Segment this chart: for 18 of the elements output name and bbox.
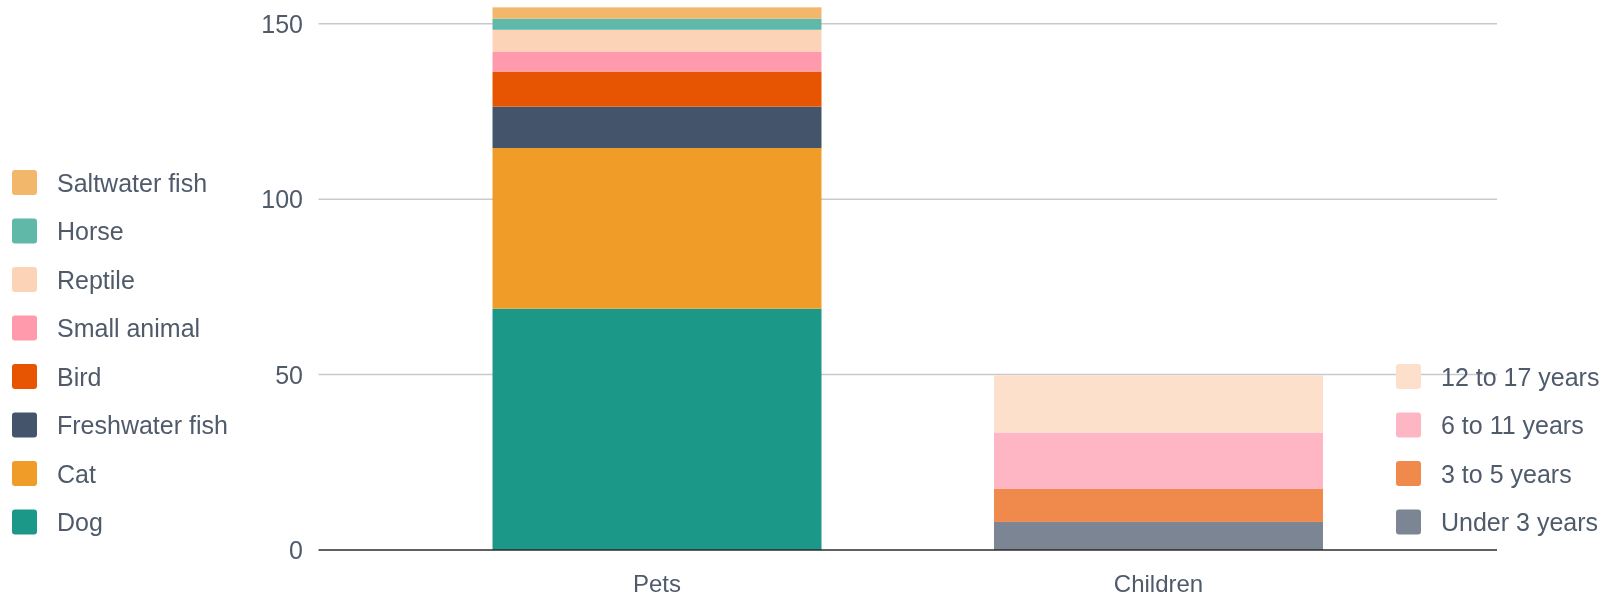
legend-label: Saltwater fish <box>57 168 208 197</box>
x-tick-label: Children <box>1113 569 1204 595</box>
x-tick-label: Pets <box>632 569 682 595</box>
legend-label: 6 to 11 years <box>1441 411 1584 439</box>
legend-label: 3 to 5 years <box>1441 459 1572 488</box>
legend-label: Bird <box>57 362 102 391</box>
legend-label: Dog <box>57 508 103 536</box>
legend-label: Freshwater fish <box>57 411 228 439</box>
legend-label: Reptile <box>57 265 135 294</box>
y-tick-label: 150 <box>261 9 303 38</box>
legend-label: Cat <box>57 459 96 488</box>
legend-label: 12 to 17 years <box>1441 362 1600 391</box>
y-tick-label: 50 <box>275 360 303 389</box>
legend-label: Under 3 years <box>1441 508 1599 536</box>
legend-label: Small animal <box>57 314 201 342</box>
y-tick-label: 0 <box>289 536 303 564</box>
legend-label: Horse <box>57 217 124 245</box>
y-tick-label: 100 <box>261 185 303 214</box>
